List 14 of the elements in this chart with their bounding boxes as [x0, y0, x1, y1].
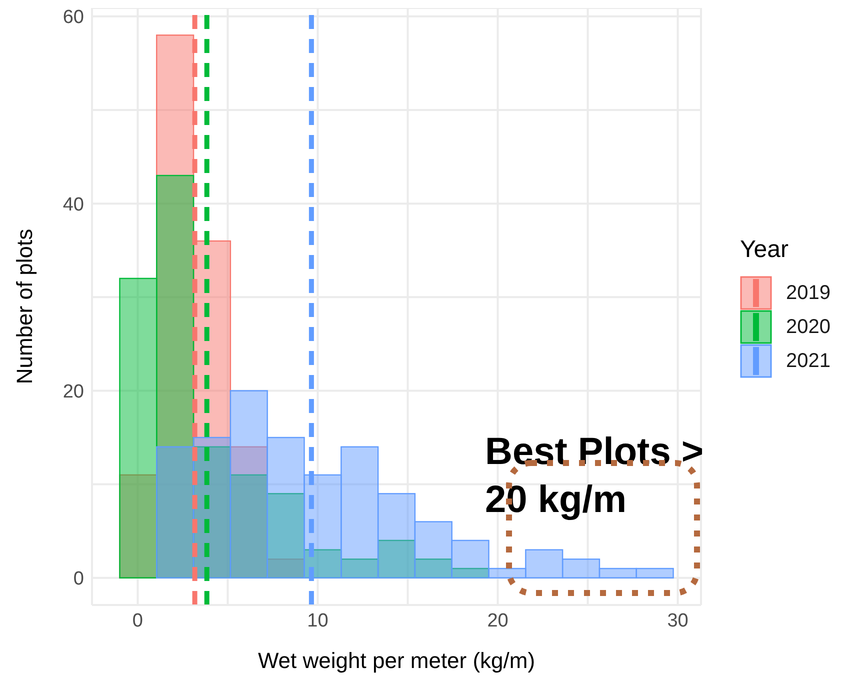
y-tick-label: 60 [62, 7, 84, 28]
legend-label: 2019 [786, 282, 830, 304]
y-tick-label: 40 [62, 194, 84, 216]
x-tick-label: 20 [487, 610, 508, 632]
y-tick-label: 20 [62, 381, 84, 402]
x-tick-label: 0 [132, 610, 144, 632]
legend-label: 2021 [786, 350, 830, 372]
x-tick-label: 30 [667, 610, 688, 632]
y-axis-title: Number of plots [12, 228, 37, 384]
x-tick-label: 10 [307, 610, 328, 632]
legend-label: 2020 [786, 316, 830, 338]
x-axis-title: Wet weight per meter (kg/m) [258, 648, 536, 673]
legend-title: Year [740, 236, 790, 264]
y-tick-label: 0 [73, 568, 84, 590]
